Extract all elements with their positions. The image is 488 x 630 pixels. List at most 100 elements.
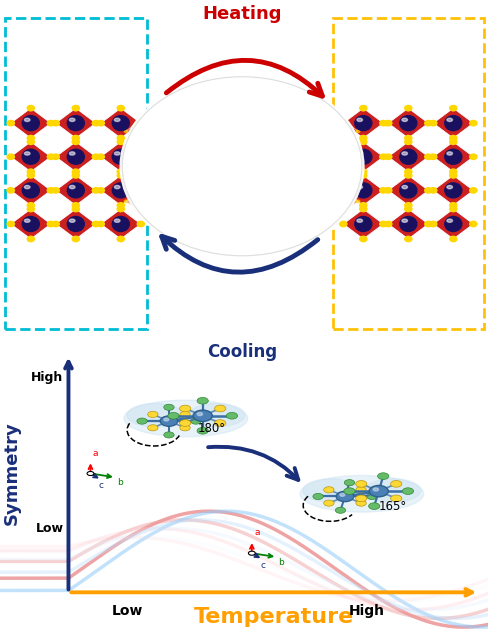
Circle shape: [298, 208, 302, 210]
Circle shape: [322, 173, 325, 175]
Ellipse shape: [250, 199, 253, 200]
Circle shape: [181, 155, 185, 158]
Circle shape: [322, 190, 325, 193]
Polygon shape: [56, 108, 96, 138]
Polygon shape: [290, 211, 310, 227]
Polygon shape: [266, 211, 287, 227]
Polygon shape: [196, 193, 217, 209]
Circle shape: [52, 188, 59, 193]
Polygon shape: [343, 175, 383, 205]
Ellipse shape: [132, 127, 141, 135]
Circle shape: [390, 481, 401, 487]
Circle shape: [181, 103, 185, 105]
Ellipse shape: [203, 111, 206, 113]
Polygon shape: [337, 141, 357, 156]
Ellipse shape: [180, 129, 183, 130]
Circle shape: [191, 130, 195, 132]
Circle shape: [27, 139, 34, 144]
Circle shape: [218, 130, 222, 132]
Ellipse shape: [296, 145, 305, 152]
Circle shape: [204, 122, 208, 125]
Circle shape: [262, 112, 265, 115]
Polygon shape: [337, 193, 357, 209]
Circle shape: [308, 112, 312, 115]
Circle shape: [194, 183, 198, 185]
Circle shape: [288, 147, 292, 150]
Ellipse shape: [399, 149, 416, 164]
Circle shape: [117, 105, 124, 111]
Polygon shape: [313, 193, 334, 209]
Polygon shape: [337, 176, 357, 192]
Circle shape: [308, 147, 312, 150]
Circle shape: [345, 175, 349, 178]
Circle shape: [288, 235, 292, 238]
Polygon shape: [290, 176, 310, 192]
Circle shape: [275, 210, 279, 212]
Circle shape: [194, 200, 198, 203]
Circle shape: [298, 120, 302, 123]
Ellipse shape: [297, 129, 300, 130]
Circle shape: [215, 130, 219, 132]
Circle shape: [345, 137, 349, 140]
Circle shape: [134, 175, 138, 178]
Ellipse shape: [354, 149, 371, 164]
Circle shape: [359, 206, 366, 212]
Circle shape: [7, 188, 14, 193]
Ellipse shape: [155, 215, 164, 223]
Circle shape: [262, 183, 265, 185]
Polygon shape: [196, 176, 217, 192]
Circle shape: [449, 173, 456, 178]
Circle shape: [158, 210, 162, 212]
Ellipse shape: [250, 146, 253, 148]
Circle shape: [339, 493, 344, 496]
Circle shape: [339, 221, 346, 227]
Polygon shape: [220, 106, 240, 122]
Ellipse shape: [297, 199, 300, 200]
Polygon shape: [432, 108, 472, 138]
Ellipse shape: [22, 183, 39, 198]
Polygon shape: [56, 175, 96, 205]
Ellipse shape: [202, 215, 211, 223]
Circle shape: [168, 112, 172, 115]
Polygon shape: [387, 209, 427, 239]
Ellipse shape: [132, 180, 141, 188]
Circle shape: [288, 165, 292, 168]
Circle shape: [194, 94, 198, 98]
Polygon shape: [266, 159, 287, 174]
Circle shape: [191, 217, 195, 220]
Circle shape: [379, 154, 386, 159]
Ellipse shape: [24, 152, 30, 155]
Circle shape: [117, 135, 124, 141]
Polygon shape: [290, 229, 310, 244]
Text: Cooling: Cooling: [206, 343, 277, 362]
Polygon shape: [173, 141, 193, 156]
Circle shape: [181, 173, 185, 175]
Circle shape: [171, 183, 175, 185]
Circle shape: [218, 147, 222, 150]
Circle shape: [204, 190, 208, 193]
Circle shape: [158, 175, 162, 178]
Circle shape: [197, 427, 208, 434]
Circle shape: [345, 192, 349, 195]
Ellipse shape: [272, 145, 281, 152]
Ellipse shape: [202, 180, 211, 188]
Polygon shape: [11, 175, 51, 205]
Circle shape: [345, 173, 349, 175]
Circle shape: [322, 140, 325, 142]
Circle shape: [97, 120, 104, 126]
Circle shape: [404, 203, 411, 208]
Circle shape: [194, 165, 198, 168]
Circle shape: [167, 413, 179, 419]
Circle shape: [285, 130, 289, 132]
Ellipse shape: [249, 110, 258, 117]
Circle shape: [163, 418, 168, 421]
Text: b: b: [278, 558, 284, 567]
Ellipse shape: [249, 197, 258, 205]
Ellipse shape: [272, 215, 281, 223]
Ellipse shape: [249, 145, 258, 152]
Circle shape: [191, 200, 195, 203]
Circle shape: [308, 235, 312, 238]
Circle shape: [181, 190, 185, 193]
Circle shape: [228, 103, 232, 105]
Circle shape: [134, 158, 138, 160]
